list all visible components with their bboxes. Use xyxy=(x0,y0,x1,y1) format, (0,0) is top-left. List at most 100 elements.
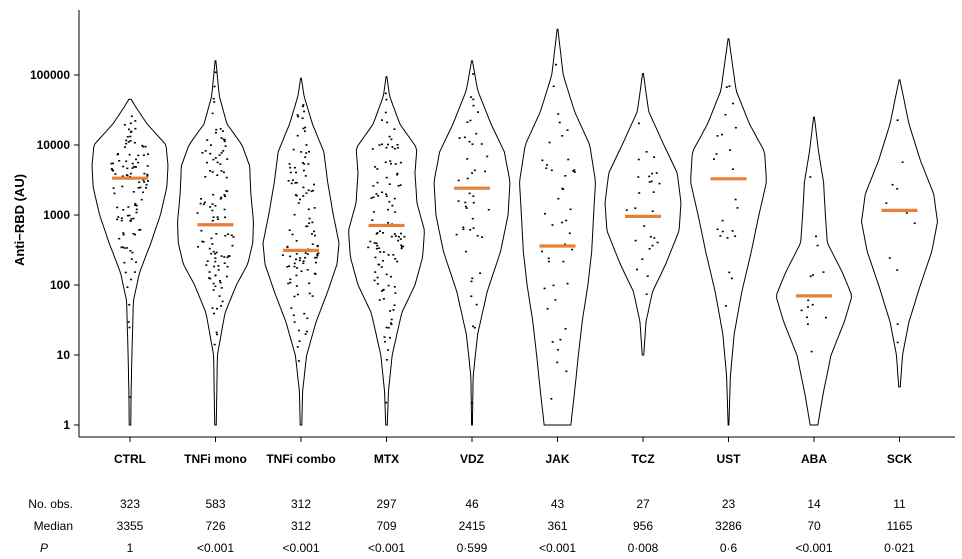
observation-point xyxy=(219,280,221,282)
observation-point xyxy=(209,206,212,208)
observation-point xyxy=(651,210,654,212)
observation-point xyxy=(307,163,310,165)
observation-point xyxy=(634,207,637,209)
observation-point xyxy=(716,135,719,137)
observation-point xyxy=(209,277,212,280)
observation-point xyxy=(566,129,569,131)
observation-point xyxy=(302,186,305,189)
observation-point xyxy=(731,230,734,232)
observation-point xyxy=(651,244,654,247)
y-tick-label: 100000 xyxy=(30,68,70,82)
observation-point xyxy=(134,202,137,205)
observation-point xyxy=(131,162,134,165)
observation-point xyxy=(118,237,121,240)
violin-sck xyxy=(860,79,939,388)
observation-point xyxy=(637,176,640,178)
observation-point xyxy=(372,196,375,199)
observation-point xyxy=(372,211,375,213)
observation-point xyxy=(131,251,134,254)
observation-point xyxy=(393,286,396,288)
observation-point xyxy=(299,198,301,201)
observation-point xyxy=(382,289,385,291)
observation-point xyxy=(129,250,132,252)
observation-point xyxy=(296,293,299,296)
observation-point xyxy=(211,203,214,205)
observation-point xyxy=(214,260,217,263)
observation-point xyxy=(127,206,130,208)
observation-point xyxy=(311,243,314,245)
observation-point xyxy=(815,235,817,238)
observation-point xyxy=(303,163,306,165)
observation-point xyxy=(732,102,734,105)
observation-point xyxy=(143,181,146,183)
observation-point xyxy=(649,236,652,238)
y-tick-label: 10000 xyxy=(37,138,71,152)
observation-point xyxy=(301,162,304,164)
observation-point xyxy=(641,258,644,260)
observation-point xyxy=(128,326,131,329)
observation-point xyxy=(891,183,894,186)
violin-ust xyxy=(690,38,767,426)
observation-point xyxy=(470,295,473,297)
observation-point xyxy=(296,114,299,116)
observation-point xyxy=(730,277,733,280)
observation-point xyxy=(387,327,390,329)
observation-point xyxy=(734,235,737,237)
observation-point xyxy=(554,299,557,301)
observation-point xyxy=(304,156,307,158)
observation-point xyxy=(546,164,548,166)
observation-point xyxy=(291,233,294,236)
observation-point xyxy=(471,143,474,145)
observation-point xyxy=(112,162,114,165)
observation-point xyxy=(220,305,223,307)
observation-point xyxy=(215,128,218,131)
observation-point xyxy=(369,240,372,243)
observation-point xyxy=(656,241,659,244)
observation-point xyxy=(401,246,403,248)
observation-point xyxy=(386,121,389,124)
observation-point xyxy=(800,309,803,312)
observation-point xyxy=(196,212,199,214)
observation-point xyxy=(637,122,640,125)
observation-point xyxy=(713,158,715,160)
observation-point xyxy=(379,251,382,253)
observation-point xyxy=(228,255,231,257)
violin-tnfi-mono xyxy=(177,60,254,426)
observation-point xyxy=(721,133,723,136)
observation-point xyxy=(135,204,138,207)
y-axis-title: Anti−RBD (AU) xyxy=(12,174,27,266)
observation-point xyxy=(304,256,307,259)
observation-point xyxy=(227,233,230,235)
observation-point xyxy=(809,176,812,178)
observation-point xyxy=(313,207,316,209)
observation-point xyxy=(806,316,808,319)
observation-point xyxy=(552,284,555,287)
y-tick-label: 10 xyxy=(57,348,71,362)
observation-point xyxy=(544,212,546,215)
observation-point xyxy=(402,245,405,248)
observation-point xyxy=(122,232,125,234)
observation-point xyxy=(146,173,149,176)
observation-point xyxy=(224,216,227,219)
observation-point xyxy=(475,303,478,306)
table-cell-median: 3355 xyxy=(117,519,144,533)
observation-point xyxy=(304,126,307,129)
observation-point xyxy=(303,110,306,113)
observation-point xyxy=(311,295,314,297)
observation-point xyxy=(214,205,217,207)
observation-point xyxy=(558,121,561,124)
observation-point xyxy=(308,292,311,295)
observation-point xyxy=(287,282,290,285)
observation-point xyxy=(203,201,206,204)
observation-point xyxy=(388,183,391,185)
observation-point xyxy=(382,232,384,234)
observation-point xyxy=(400,232,402,235)
observation-point xyxy=(387,349,390,351)
observation-point xyxy=(625,209,628,211)
observation-point xyxy=(208,247,211,250)
observation-point xyxy=(470,402,473,404)
observation-point xyxy=(816,244,819,247)
observation-point xyxy=(217,269,220,271)
observation-point xyxy=(896,341,899,344)
observation-point xyxy=(134,233,136,236)
